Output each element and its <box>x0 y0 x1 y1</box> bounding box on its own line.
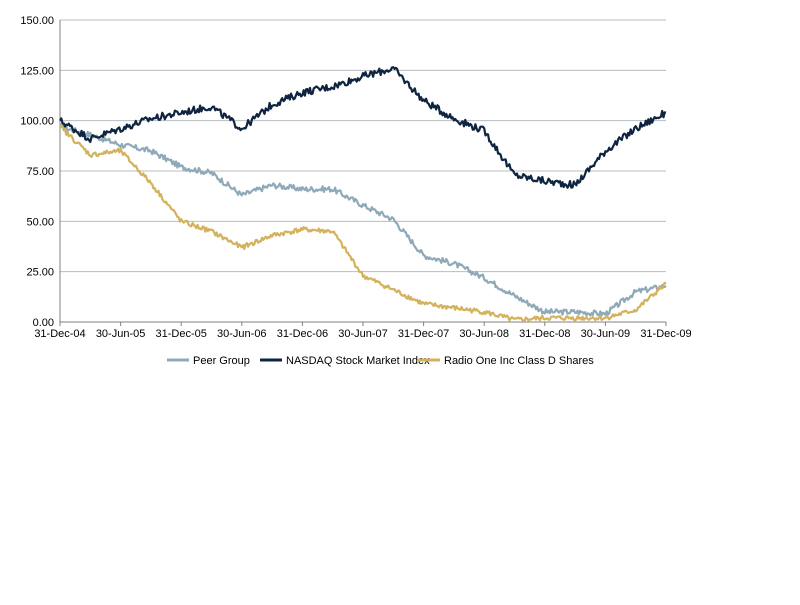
gridlines <box>60 19 666 273</box>
y-tick-labels: 0.00 25.00 50.00 75.00 100.00 125.00 150.00 <box>20 15 54 329</box>
x-tick-label: 30-Jun-08 <box>459 328 509 340</box>
y-tick-label: 25.00 <box>26 267 54 279</box>
x-tick-label: 31-Dec-06 <box>277 328 328 340</box>
x-tick-label: 31-Dec-08 <box>519 328 570 340</box>
series-line-1 <box>59 66 667 189</box>
y-tick-label: 150.00 <box>20 15 54 27</box>
y-tick-label: 75.00 <box>26 166 54 178</box>
legend-label: Peer Group <box>193 355 250 367</box>
x-tick-label: 30-Jun-05 <box>96 328 146 340</box>
axes <box>59 20 667 326</box>
x-tick-label: 31-Dec-09 <box>640 328 691 340</box>
x-tick-label: 31-Dec-04 <box>34 328 85 340</box>
legend-label: Radio One Inc Class D Shares <box>444 355 594 367</box>
series-line-0 <box>59 123 667 317</box>
y-tick-label: 0.00 <box>33 317 54 329</box>
x-tick-label: 31-Dec-07 <box>398 328 449 340</box>
x-tick-label: 30-Jun-07 <box>338 328 388 340</box>
x-tick-label: 31-Dec-05 <box>156 328 207 340</box>
x-tick-labels: 31-Dec-04 30-Jun-05 31-Dec-05 30-Jun-06 31-D… <box>34 328 691 340</box>
legend-label: NASDAQ Stock Market Index <box>286 355 430 367</box>
x-tick-label: 30-Jun-09 <box>581 328 631 340</box>
x-tick-label: 30-Jun-06 <box>217 328 267 340</box>
y-tick-label: 100.00 <box>20 116 54 128</box>
series-lines <box>59 66 667 323</box>
y-tick-label: 125.00 <box>20 65 54 77</box>
y-tick-label: 50.00 <box>26 216 54 228</box>
series-line-2 <box>59 124 667 323</box>
legend: Peer Group NASDAQ Stock Market Index Radio… <box>167 355 594 367</box>
